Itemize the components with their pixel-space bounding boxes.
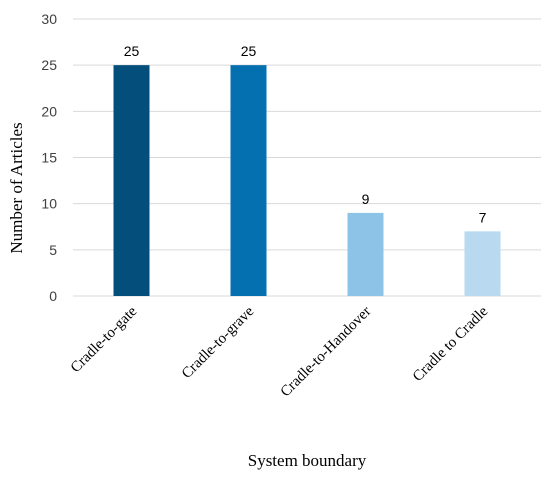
y-tick-label: 0 (49, 288, 57, 304)
bar (113, 65, 150, 297)
data-labels: 25 25 9 7 (124, 43, 487, 225)
data-label: 25 (241, 43, 257, 59)
bar (347, 212, 384, 296)
y-tick-label: 10 (41, 196, 57, 212)
x-axis-title: System boundary (248, 451, 367, 470)
y-tick-label: 5 (49, 242, 57, 258)
y-tick-label: 15 (41, 150, 57, 166)
x-tick-label: Cradle-to-gate (68, 303, 141, 376)
x-tick-label: Cradle to Cradle (410, 303, 492, 385)
data-label: 7 (479, 209, 487, 225)
bar (464, 231, 501, 296)
data-label: 9 (362, 191, 370, 207)
y-axis-ticks: 0 5 10 15 20 25 30 (41, 11, 57, 304)
y-tick-label: 25 (41, 57, 57, 73)
bars (113, 65, 501, 297)
x-tick-label: Cradle-to-Handover (278, 304, 375, 401)
gridlines (73, 18, 541, 297)
data-label: 25 (124, 43, 140, 59)
y-tick-label: 20 (41, 103, 57, 119)
bar (230, 65, 267, 297)
y-axis-title: Number of Articles (7, 122, 26, 253)
y-tick-label: 30 (41, 11, 57, 27)
x-tick-label: Cradle-to-grave (179, 303, 258, 382)
x-axis-categories: Cradle-to-gate Cradle-to-grave Cradle-to-H… (68, 303, 492, 400)
